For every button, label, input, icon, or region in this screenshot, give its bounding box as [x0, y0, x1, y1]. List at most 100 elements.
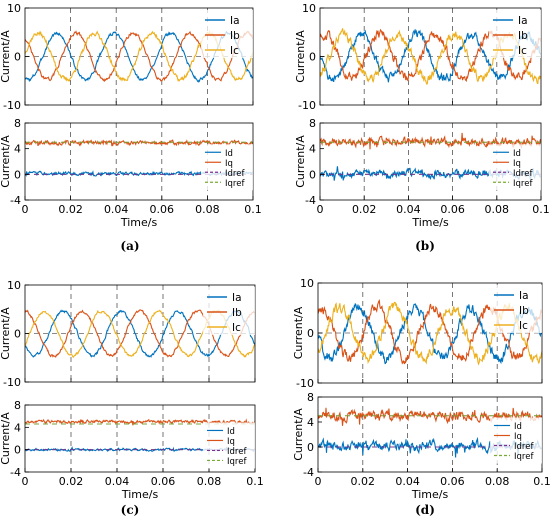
series-line-iq [318, 407, 542, 426]
legend-box [203, 287, 255, 335]
panel-caption: (a) [120, 239, 139, 253]
phase-current-plot: 10 0 -10 Current/A Ia Ib Ic [294, 2, 542, 112]
y-axis-label: Current/A [0, 135, 12, 188]
legend-label: Iqref [227, 457, 247, 467]
x-tick-label: 0.1 [244, 203, 262, 216]
legend-label: Ia [519, 290, 529, 302]
series-line-ia [318, 302, 542, 365]
y-tick-label: 0 [14, 168, 21, 181]
y-tick-label: 4 [14, 421, 21, 434]
y-tick-label: -10 [3, 99, 21, 112]
y-tick-label: 8 [309, 117, 316, 130]
x-tick-label: 0.04 [396, 203, 421, 216]
y-tick-label: -10 [298, 99, 316, 112]
phase-current-plot: 10 0 -10 Current/A Ia Ib Ic [0, 2, 254, 112]
x-tick-label: 0.08 [195, 203, 220, 216]
y-tick-label: 10 [302, 2, 316, 15]
x-tick-label: 0.04 [395, 475, 420, 488]
panel-caption: (c) [121, 503, 140, 517]
y-tick-label: -10 [296, 377, 314, 390]
y-axis-label: Current/A [0, 30, 12, 83]
x-tick-label: 0 [22, 203, 29, 216]
legend-box [489, 10, 541, 58]
legend-label: Ia [232, 292, 242, 304]
x-tick-label: 0.02 [352, 203, 377, 216]
x-tick-label: 0.1 [246, 475, 264, 488]
legend-label: Ic [519, 320, 528, 332]
legend-label: Ic [230, 45, 239, 57]
x-tick-label: 0.08 [485, 203, 510, 216]
legend-label: Id [514, 422, 522, 432]
x-tick-label: 0.06 [150, 203, 175, 216]
y-axis-label: Current/A [292, 408, 305, 461]
legend: Ia Ib Ic [203, 287, 255, 335]
y-tick-label: -10 [3, 376, 21, 389]
y-tick-label: 0 [309, 51, 316, 64]
y-axis-label: Current/A [294, 135, 307, 188]
legend-box [490, 285, 542, 333]
y-tick-label: 0 [14, 328, 21, 341]
x-tick-label: 0.06 [151, 475, 176, 488]
y-tick-label: 4 [309, 143, 316, 156]
y-tick-label: 8 [14, 399, 21, 412]
y-tick-label: 8 [14, 117, 21, 130]
series-line-ia [320, 28, 541, 83]
legend-label: Ib [518, 30, 528, 42]
y-tick-label: 10 [300, 277, 314, 290]
legend-label: Ia [518, 15, 528, 27]
x-tick-label: 0.08 [197, 475, 222, 488]
legend-label: Ic [232, 322, 241, 334]
x-tick-label: 0.06 [440, 475, 465, 488]
legend-label: Idref [513, 169, 533, 179]
legend-label: Ib [519, 305, 529, 317]
series-line-ib [320, 28, 541, 82]
x-tick-label: 0.06 [440, 203, 465, 216]
series-line-ib [25, 30, 253, 83]
y-tick-label: 8 [307, 391, 314, 404]
legend: Ia Ib Ic [490, 285, 542, 333]
legend-label: Iqref [514, 452, 534, 462]
x-axis-label: Time/s [120, 216, 158, 229]
x-tick-label: 0.02 [351, 475, 376, 488]
x-tick-label: 0 [315, 475, 322, 488]
x-tick-label: 0 [317, 203, 324, 216]
phase-current-plot: 10 0 -10 Current/A Ia Ib Ic [292, 277, 543, 390]
dq-current-plot: 840-40 0.02 0.04 0.06 0.08 0.1Current/ATime/s… [294, 117, 550, 229]
series-line-ib [318, 298, 542, 365]
series-line-iq [25, 418, 255, 426]
y-tick-label: -4 [305, 194, 316, 207]
dq-current-plot: 840-40 0.02 0.04 0.06 0.08 0.1Current/ATime/s… [0, 117, 262, 229]
y-tick-label: 0 [307, 441, 314, 454]
legend-label: Ic [518, 45, 527, 57]
x-tick-label: 0.04 [105, 475, 130, 488]
legend-label: Id [513, 149, 521, 159]
legend-label: Idref [225, 169, 245, 179]
y-axis-label: Current/A [0, 307, 12, 360]
y-tick-label: 10 [7, 279, 21, 292]
x-tick-label: 0.1 [533, 475, 550, 488]
legend: Ia Ib Ic [489, 10, 541, 58]
legend-label: Ia [230, 15, 240, 27]
legend-label: Iq [225, 159, 233, 169]
x-axis-label: Time/s [121, 488, 159, 501]
y-tick-label: -4 [303, 466, 314, 479]
y-tick-label: 10 [7, 2, 21, 15]
x-tick-label: 0.02 [59, 475, 84, 488]
legend-label: Idref [227, 447, 247, 457]
y-tick-label: -4 [10, 194, 21, 207]
x-axis-label: Time/s [411, 488, 449, 501]
y-axis-label: Current/A [294, 30, 307, 83]
legend-label: Id [225, 149, 233, 159]
legend-label: Iq [514, 432, 522, 442]
panel-caption: (b) [415, 239, 435, 253]
dq-current-plot: 840-40 0.02 0.04 0.06 0.08 0.1Current/ATime/s… [0, 399, 264, 501]
legend-label: Id [227, 427, 235, 437]
legend-label: Iq [227, 437, 235, 447]
